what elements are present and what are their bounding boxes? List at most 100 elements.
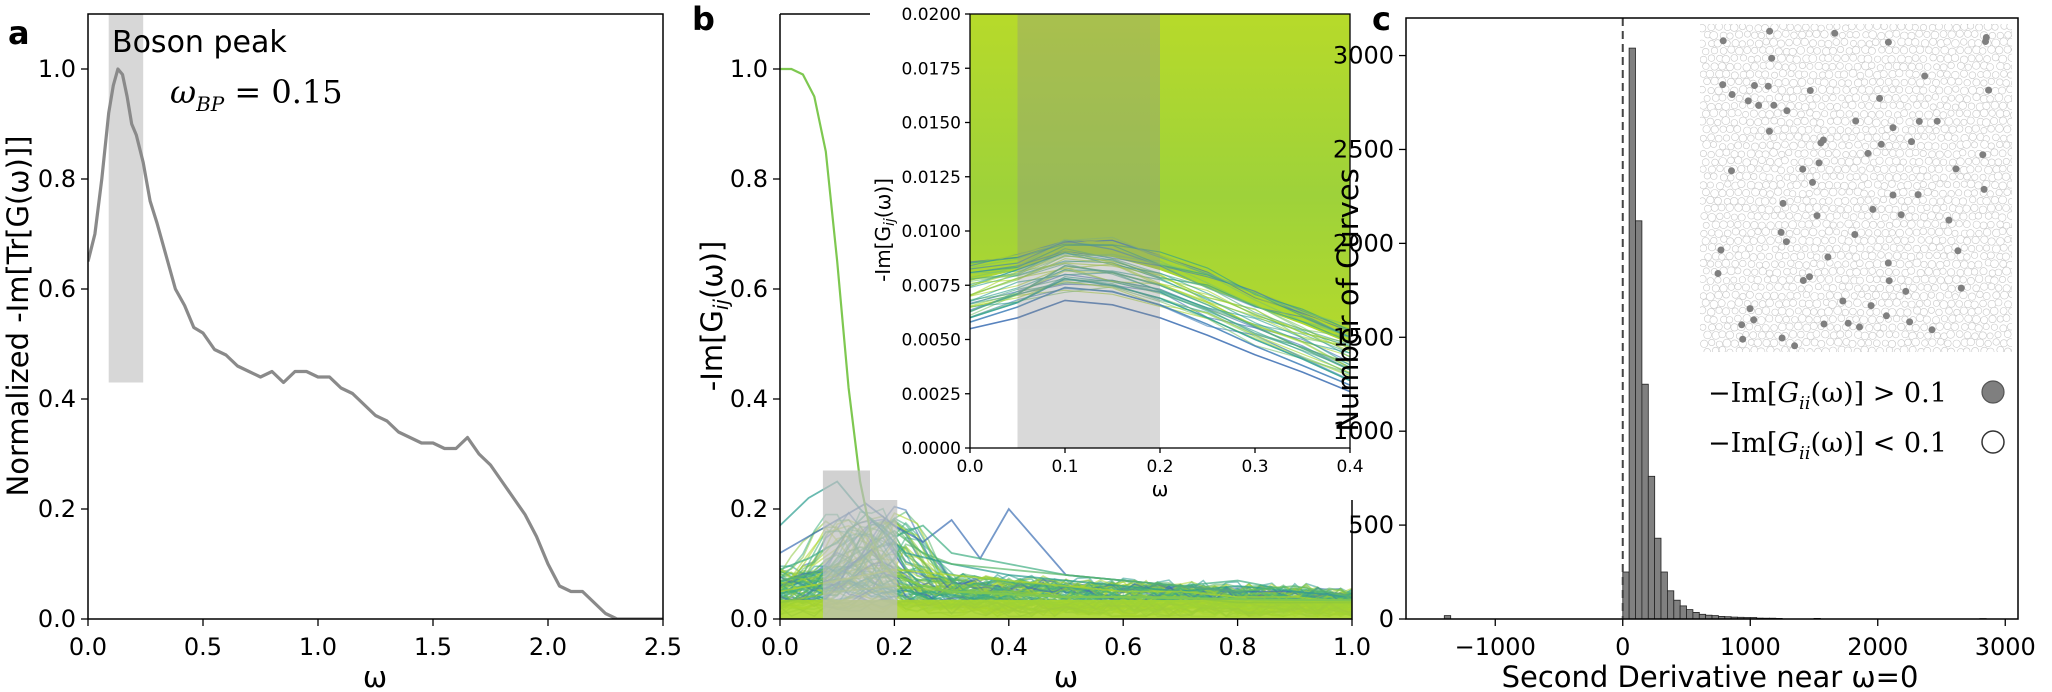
particle [1845,282,1853,291]
particle [1928,181,1937,190]
y-tick-label: 2000 [1333,229,1394,257]
particle [1935,150,1944,159]
particle [1868,61,1876,70]
particle [1762,291,1771,300]
particle [1802,291,1810,299]
particle [1734,188,1743,196]
particle [1856,149,1865,158]
particle [1873,322,1882,331]
particle [1777,53,1786,63]
particle [1899,62,1908,72]
particle [1988,314,1997,323]
particle [1907,205,1916,214]
particle [1889,134,1897,142]
particle [1968,292,1977,301]
particle [1747,275,1755,283]
particle [1822,158,1830,166]
particle [1892,173,1902,182]
particle [1856,276,1864,285]
particle [1905,24,1914,31]
particle [1904,37,1913,46]
particle [1873,275,1881,284]
particle [1855,243,1865,253]
particle [1920,100,1929,109]
particle [1733,125,1742,133]
particle [1972,45,1981,55]
particle [2002,79,2010,87]
particle [1731,259,1740,268]
particle [1959,55,1969,64]
particle [1852,126,1860,135]
particle [1735,94,1743,103]
particle [1885,236,1893,244]
particle [1979,108,1989,118]
particle [2011,271,2012,276]
particle [1911,54,1920,62]
particle [1770,85,1779,93]
particle [1861,155,1870,165]
particle [1929,103,1937,111]
particle [1963,79,1971,87]
particle [1869,93,1878,102]
particle [1735,347,1743,352]
particle [1710,141,1717,148]
particle [1833,228,1840,236]
active-particle [1885,277,1893,285]
particle [1943,227,1953,236]
particle [1816,260,1826,269]
particle [1911,337,1920,347]
particle [1845,110,1853,118]
particle [1848,339,1857,348]
particle [1919,181,1927,189]
particle [1714,196,1722,205]
particle [1974,212,1982,220]
particle [1739,24,1746,31]
particle [2006,24,2012,31]
particle [1876,347,1884,352]
particle [1837,157,1846,166]
particle [1750,126,1758,135]
particle [1812,219,1821,228]
particle [1816,119,1825,127]
particle [1742,330,1750,338]
particle [1998,213,2007,222]
particle [1972,315,1981,324]
particle [2010,111,2012,119]
particle [1959,212,1968,221]
particle [1913,100,1921,109]
particle [1870,172,1878,181]
particle [1860,110,1869,119]
particle [1702,125,1711,134]
particle [1788,330,1798,339]
particle [1805,316,1813,324]
active-particle [1915,117,1923,125]
particle [1810,149,1818,157]
particle [1952,339,1961,348]
particle [1964,29,1972,38]
particle [1714,260,1722,268]
particle [1719,109,1728,118]
particle [1761,227,1770,236]
particle [1987,237,1996,246]
particle [1857,39,1866,48]
particle [1800,117,1809,126]
particle [1755,165,1763,173]
particle [1845,252,1853,260]
particle [1892,94,1900,102]
particle [1836,62,1844,70]
particle [1797,330,1805,339]
particle [1769,148,1778,157]
legend-filled-marker [1981,380,2005,404]
particle [1797,173,1806,182]
particle [1719,143,1727,151]
particle [1735,77,1743,85]
particle [1947,30,1956,39]
particle [1800,228,1810,238]
particle [1960,118,1968,126]
particle [1838,282,1847,291]
particle [1742,283,1750,292]
x-tick-label: 0 [1615,633,1630,661]
particle [1700,181,1708,190]
particle [1980,140,1989,149]
particle [1832,244,1841,253]
